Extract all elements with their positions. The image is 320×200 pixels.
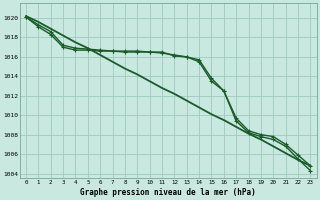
- X-axis label: Graphe pression niveau de la mer (hPa): Graphe pression niveau de la mer (hPa): [80, 188, 256, 197]
